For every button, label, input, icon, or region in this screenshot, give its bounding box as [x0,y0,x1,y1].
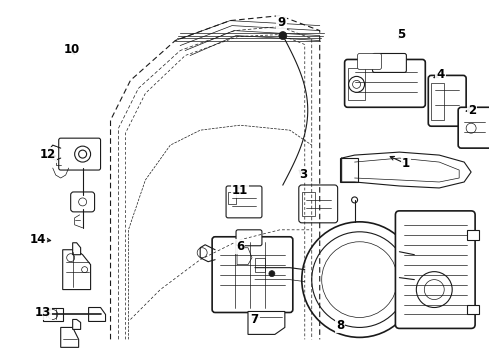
Polygon shape [43,307,63,321]
Text: 1: 1 [402,157,410,170]
Polygon shape [467,230,479,240]
FancyBboxPatch shape [71,192,95,212]
Text: 9: 9 [277,16,286,29]
FancyBboxPatch shape [428,75,466,126]
Text: 4: 4 [436,68,444,81]
Text: 2: 2 [468,104,476,117]
Text: 3: 3 [299,168,308,181]
Polygon shape [61,142,86,168]
FancyBboxPatch shape [358,54,382,69]
Polygon shape [347,68,365,100]
FancyBboxPatch shape [344,59,425,107]
FancyBboxPatch shape [236,230,262,246]
Text: 5: 5 [397,28,405,41]
FancyBboxPatch shape [395,211,475,328]
Polygon shape [255,258,265,272]
FancyBboxPatch shape [212,237,293,312]
Polygon shape [73,319,81,329]
Text: 13: 13 [34,306,50,319]
Polygon shape [248,311,285,334]
Circle shape [269,271,275,276]
Polygon shape [228,192,236,204]
Text: 7: 7 [251,313,259,327]
Polygon shape [467,305,479,315]
FancyBboxPatch shape [299,185,338,223]
Text: 10: 10 [64,42,80,55]
FancyBboxPatch shape [458,107,490,148]
Circle shape [279,32,287,40]
Polygon shape [340,158,358,182]
Text: 8: 8 [336,319,344,332]
Text: 6: 6 [236,240,244,253]
Text: 11: 11 [232,184,248,197]
Polygon shape [73,243,81,255]
Text: 14: 14 [29,233,46,246]
Polygon shape [302,192,315,216]
Polygon shape [63,250,91,289]
FancyBboxPatch shape [59,138,100,170]
Polygon shape [431,84,444,120]
Polygon shape [237,248,252,265]
Text: 12: 12 [39,148,55,161]
FancyBboxPatch shape [372,54,406,72]
Polygon shape [89,307,105,321]
Polygon shape [61,328,78,347]
FancyBboxPatch shape [226,186,262,218]
